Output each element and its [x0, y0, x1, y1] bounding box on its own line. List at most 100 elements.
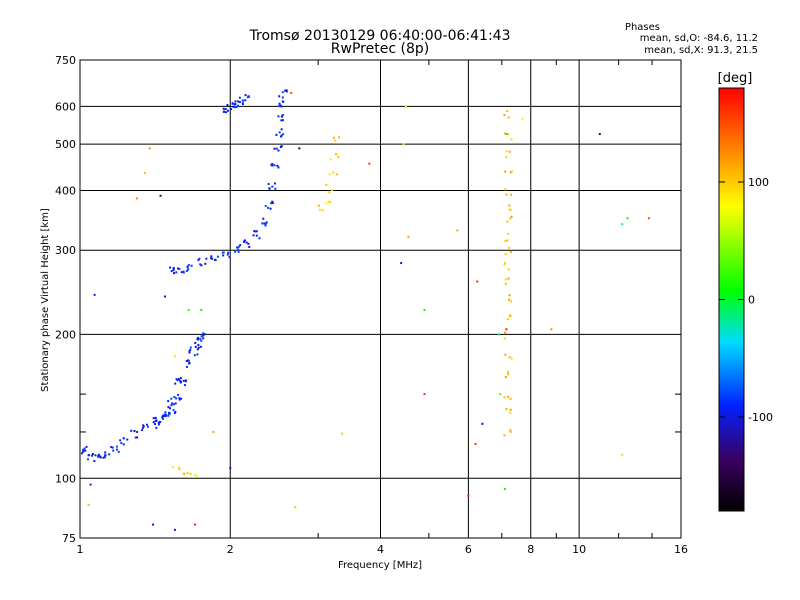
- data-point: [173, 412, 176, 415]
- data-point: [328, 191, 331, 194]
- data-point: [102, 456, 105, 459]
- data-point: [509, 217, 512, 220]
- data-point: [277, 115, 280, 118]
- data-point: [234, 100, 237, 103]
- data-point: [237, 100, 240, 103]
- data-point: [80, 452, 83, 455]
- data-point: [202, 332, 205, 335]
- data-point: [270, 202, 273, 205]
- data-point: [332, 171, 335, 174]
- data-point: [504, 132, 507, 135]
- data-point: [328, 173, 331, 176]
- data-point: [509, 430, 512, 433]
- data-point: [235, 106, 238, 109]
- data-point: [280, 115, 283, 118]
- data-point: [282, 100, 285, 103]
- data-point: [194, 523, 197, 526]
- data-point: [503, 337, 506, 340]
- data-point: [116, 448, 119, 451]
- data-point: [269, 207, 272, 210]
- data-point: [185, 269, 188, 272]
- data-point: [200, 264, 203, 267]
- data-point: [509, 171, 512, 174]
- data-point: [280, 145, 283, 148]
- data-point: [467, 494, 470, 497]
- data-point: [255, 234, 258, 237]
- data-point: [277, 166, 280, 169]
- data-point: [507, 371, 510, 374]
- data-point: [172, 409, 175, 412]
- data-point: [216, 255, 219, 258]
- data-point: [167, 400, 170, 403]
- data-point: [280, 134, 283, 137]
- data-point: [179, 381, 182, 384]
- x-tick-label: 1: [77, 543, 84, 556]
- data-point: [510, 138, 513, 141]
- data-point: [222, 251, 225, 254]
- data-point: [245, 241, 248, 244]
- data-point: [423, 393, 426, 396]
- data-point: [186, 266, 189, 269]
- data-point: [175, 397, 178, 400]
- data-point: [244, 94, 247, 97]
- data-point: [186, 365, 189, 368]
- data-point: [154, 423, 157, 426]
- data-point: [265, 221, 268, 224]
- data-point: [506, 110, 509, 113]
- data-point: [164, 411, 167, 414]
- data-point: [189, 472, 192, 475]
- data-point: [281, 114, 284, 117]
- data-point: [285, 90, 288, 93]
- data-point: [229, 467, 232, 470]
- data-point: [84, 449, 87, 452]
- grid-lines: [80, 60, 681, 538]
- data-point: [168, 407, 171, 410]
- data-point: [238, 101, 241, 104]
- data-point: [234, 250, 237, 253]
- stats-o-mode: mean, sd,O: -84.6, 11.2: [639, 33, 758, 44]
- y-tick-label: 100: [55, 472, 76, 485]
- data-point: [198, 257, 201, 260]
- data-point: [298, 147, 301, 150]
- data-point: [499, 393, 502, 396]
- data-point: [174, 402, 177, 405]
- data-point: [186, 472, 189, 475]
- data-point: [270, 163, 273, 166]
- data-point: [89, 483, 92, 486]
- data-point: [175, 378, 178, 381]
- data-point: [271, 185, 274, 188]
- data-point: [174, 382, 177, 385]
- data-point: [325, 202, 328, 205]
- y-axis-label: Stationary phase Virtual Height [km]: [40, 208, 51, 392]
- data-point: [173, 355, 176, 358]
- data-point: [621, 223, 624, 226]
- y-tick-label: 200: [55, 328, 76, 341]
- data-point: [273, 147, 276, 150]
- data-point: [282, 119, 285, 122]
- data-point: [117, 450, 120, 453]
- data-point: [238, 96, 241, 99]
- data-point: [199, 338, 202, 341]
- data-point: [290, 91, 293, 94]
- data-point: [276, 164, 279, 167]
- data-point: [318, 208, 321, 211]
- y-tick-label: 500: [55, 138, 76, 151]
- data-point: [194, 345, 197, 348]
- data-point: [278, 102, 281, 105]
- data-point: [247, 95, 250, 98]
- data-point: [163, 295, 166, 298]
- data-point: [237, 250, 240, 253]
- data-point: [141, 429, 144, 432]
- data-point: [167, 414, 170, 417]
- data-point: [280, 135, 283, 138]
- data-point: [505, 328, 508, 331]
- data-point: [83, 447, 86, 450]
- data-point: [115, 445, 118, 448]
- data-point: [508, 204, 511, 207]
- data-point: [231, 102, 234, 105]
- data-point: [176, 379, 179, 382]
- data-point: [180, 271, 183, 274]
- data-point: [509, 250, 512, 253]
- data-point: [507, 232, 510, 235]
- data-point: [456, 229, 459, 232]
